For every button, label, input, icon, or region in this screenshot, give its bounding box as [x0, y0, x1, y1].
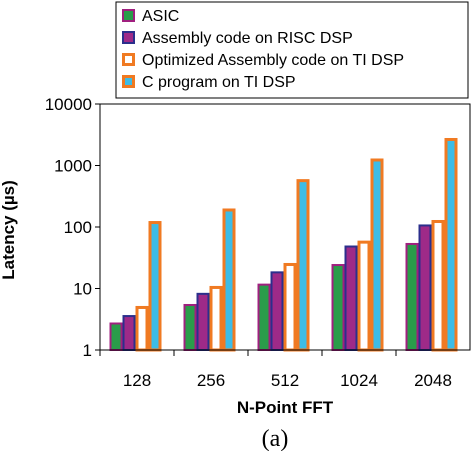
bar	[122, 315, 136, 352]
bar	[135, 305, 149, 352]
legend-swatch	[122, 75, 135, 88]
y-axis-title: Latency (µs)	[0, 180, 18, 280]
y-axis: 1 10 100 1000 10000	[45, 95, 101, 360]
y-tick-label: 1000	[54, 157, 92, 176]
bar	[209, 285, 223, 352]
x-tick-label: 2048	[414, 371, 452, 390]
bar	[257, 283, 271, 351]
y-tick-label: 10000	[45, 95, 92, 114]
bar	[148, 221, 162, 352]
bar	[183, 303, 197, 352]
legend-label: Optimized Assembly code on TI DSP	[142, 52, 404, 69]
y-tick-label: 10	[73, 280, 92, 299]
x-axis: 128 256 512 1024 2048	[99, 349, 470, 390]
legend-box	[115, 1, 469, 99]
legend-label: C program on TI DSP	[142, 74, 296, 91]
legend-label: Assembly code on RISC DSP	[142, 30, 353, 47]
bar	[109, 322, 123, 352]
bar	[296, 179, 310, 352]
bar	[270, 271, 284, 352]
figure-caption: (a)	[262, 426, 289, 451]
bar	[418, 224, 432, 351]
legend-swatch	[122, 31, 135, 44]
bar	[331, 264, 345, 352]
bar	[283, 262, 297, 352]
x-axis-title: N-Point FFT	[237, 398, 334, 417]
bar	[370, 158, 384, 352]
bar	[344, 245, 358, 352]
bar	[444, 137, 458, 352]
bar	[196, 292, 210, 351]
x-tick-label: 256	[197, 371, 225, 390]
y-tick-label: 100	[64, 218, 92, 237]
y-tick-label: 1	[83, 341, 92, 360]
x-tick-label: 512	[271, 371, 299, 390]
legend: ASIC Assembly code on RISC DSP Optimized A…	[115, 1, 469, 99]
x-tick-label: 128	[123, 371, 151, 390]
bars	[109, 137, 458, 352]
legend-swatch	[122, 53, 135, 66]
bar	[222, 208, 236, 352]
bar	[357, 240, 371, 352]
x-tick-label: 1024	[340, 371, 378, 390]
legend-label: ASIC	[142, 8, 179, 25]
bar	[405, 242, 419, 351]
bar	[431, 219, 445, 352]
legend-swatch	[122, 9, 135, 22]
